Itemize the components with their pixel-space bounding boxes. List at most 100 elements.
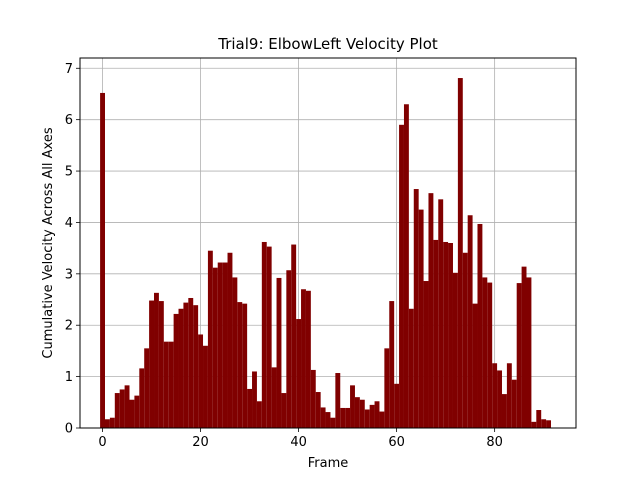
velocity-bar [266,246,272,428]
velocity-bar [168,341,174,428]
velocity-bar [109,417,115,428]
velocity-bar [526,277,532,428]
velocity-bar [305,290,311,428]
velocity-bar [296,319,302,428]
velocity-bar [104,419,110,428]
velocity-bar [364,409,370,428]
chart-title: Trial9: ElbowLeft Velocity Plot [217,35,438,53]
y-tick-label: 3 [65,267,73,282]
velocity-bar [134,395,140,428]
velocity-bar [497,370,502,428]
velocity-bar [271,367,277,428]
velocity-bar [227,252,233,428]
velocity-bar [477,223,483,428]
velocity-bar [291,244,297,428]
x-tick-label: 60 [388,435,405,450]
velocity-bar [511,379,517,428]
velocity-bar [433,239,439,428]
velocity-bar [389,301,395,428]
y-tick-label: 2 [65,319,73,334]
velocity-bar [413,189,419,428]
velocity-bar [198,334,204,428]
velocity-bar [247,388,253,428]
y-tick-label: 6 [65,113,73,128]
velocity-bar [359,399,365,428]
y-tick-label: 1 [65,370,73,385]
bar-series [100,78,552,429]
y-axis-title: Cumulative Velocity Across All Axes [41,127,56,358]
velocity-bar [379,411,385,428]
velocity-bar [301,289,306,428]
velocity-bar [516,283,522,428]
velocity-bar [325,412,331,428]
velocity-bar [163,341,169,428]
y-tick-label: 5 [65,165,73,180]
velocity-bar [217,262,223,428]
x-axis-title: Frame [308,456,349,471]
velocity-bar [119,389,125,428]
x-tick-label: 20 [192,435,209,450]
velocity-bar [369,404,375,428]
velocity-bar [256,401,262,428]
velocity-bar [340,407,346,428]
y-tick-label: 0 [65,422,73,437]
velocity-bar [418,209,424,428]
x-axis-ticks: 0 20 40 60 80 [98,428,503,450]
velocity-bar [330,417,336,428]
velocity-bar [222,262,228,428]
velocity-bar [207,250,213,428]
velocity-bar [423,281,429,428]
velocity-bar [158,301,164,428]
velocity-bar [203,345,208,428]
x-tick-label: 0 [98,435,106,450]
velocity-bar [139,368,145,428]
velocity-bar [114,393,120,428]
velocity-bar [261,241,267,428]
velocity-bar [237,302,243,428]
velocity-bar [173,313,179,428]
velocity-bar [492,363,498,428]
velocity-bar [124,385,130,428]
y-tick-label: 7 [65,62,73,77]
velocity-bar [276,277,282,428]
velocity-bar [345,407,351,428]
velocity-bar [457,78,463,429]
velocity-bar [462,252,468,428]
velocity-bar [286,270,292,428]
velocity-bar [193,305,199,428]
velocity-bar [467,215,473,428]
velocity-bar [350,385,355,428]
velocity-bar [452,272,458,428]
velocity-bar [428,193,434,428]
velocity-bar [438,199,444,428]
velocity-bar [129,399,135,428]
velocity-bar [320,407,326,428]
velocity-bar [408,308,414,428]
velocity-bar [399,124,404,429]
velocity-bar [448,243,453,428]
velocity-bar [154,292,159,428]
velocity-bar [100,92,105,428]
velocity-bar [310,369,316,428]
velocity-bar [212,267,218,428]
velocity-bar [521,266,527,428]
x-tick-label: 40 [290,435,307,450]
velocity-bar [472,303,478,428]
velocity-bar [178,308,184,428]
velocity-bar [443,241,449,428]
velocity-bar [335,373,341,428]
velocity-bar [188,297,194,428]
velocity-bar [501,394,507,428]
y-axis-ticks: 0 1 2 3 4 5 6 7 [65,62,80,437]
velocity-bar [487,282,493,428]
velocity-bar [183,302,189,428]
velocity-bar [242,303,248,428]
y-tick-label: 4 [65,216,73,231]
velocity-bar [506,363,512,428]
velocity-bar [541,419,547,428]
velocity-bar [144,348,150,428]
velocity-bar [482,277,488,428]
velocity-bar [536,410,542,428]
velocity-bar [149,300,155,428]
